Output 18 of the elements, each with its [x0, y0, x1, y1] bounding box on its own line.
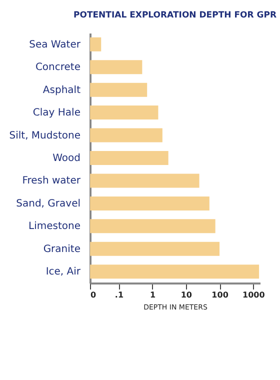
chart-title: POTENTIAL EXPLORATION DEPTH FOR GPR [74, 10, 277, 20]
x-tick-label: 0 [90, 290, 96, 300]
x-tick-label: 1 [150, 290, 156, 300]
x-tick-label: .1 [114, 290, 124, 300]
y-tick-label: Silt, Mudstone [9, 130, 80, 142]
y-tick-label: Sea Water [29, 39, 82, 50]
x-tick-label: 1000 [242, 290, 266, 300]
y-tick-label: Limestone [28, 221, 80, 232]
y-tick-label: Asphalt [42, 84, 81, 96]
y-tick-label: Fresh water [22, 176, 82, 187]
y-tick-label: Clay Hale [32, 108, 80, 119]
y-tick-label: Ice, Air [46, 266, 82, 278]
x-tick-label: 100 [212, 290, 229, 300]
x-tick-label: 10 [180, 290, 192, 300]
y-tick-label: Wood [52, 153, 80, 164]
y-tick-label: Sand, Gravel [16, 198, 80, 210]
y-tick-label: Concrete [35, 62, 80, 74]
y-tick-label: Granite [43, 244, 80, 255]
